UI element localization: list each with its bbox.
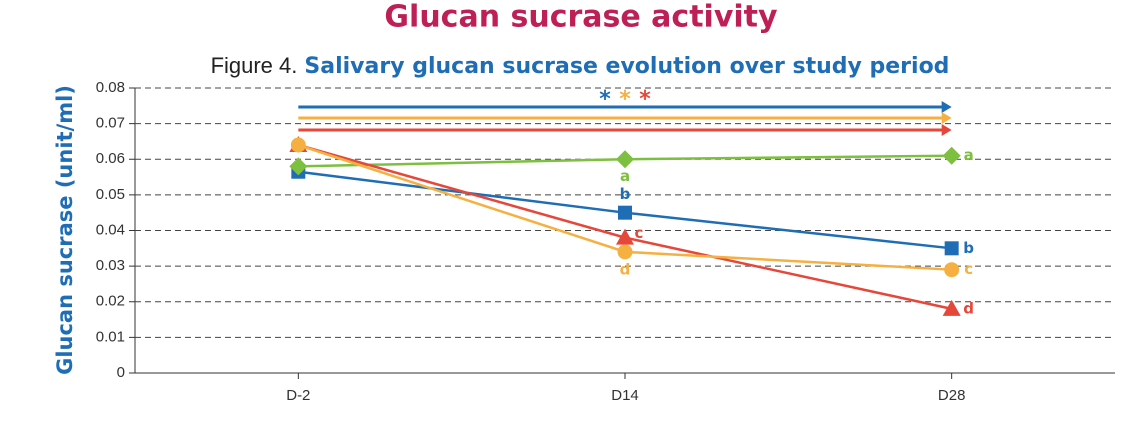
point-label: d xyxy=(620,260,631,278)
y-tick-label: 0.06 xyxy=(96,150,125,167)
y-tick-label: 0.07 xyxy=(96,115,125,132)
chart-title: Glucan sucrase activity xyxy=(384,0,778,35)
arrow-head xyxy=(941,112,952,124)
point-label: c xyxy=(635,224,644,242)
y-tick-label: 0 xyxy=(117,364,125,381)
marker xyxy=(289,157,308,176)
marker xyxy=(942,299,961,316)
x-tick-label: D-2 xyxy=(286,387,310,404)
chart-subtitle: Figure 4. Salivary glucan sucrase evoluti… xyxy=(211,53,950,79)
subtitle-text: Salivary glucan sucrase evolution over s… xyxy=(304,54,949,79)
point-label: b xyxy=(963,239,974,257)
x-tick-label: D28 xyxy=(938,387,966,404)
y-tick-label: 0.04 xyxy=(96,221,125,238)
point-label: c xyxy=(964,260,973,278)
marker xyxy=(616,228,634,245)
subtitle-prefix: Figure 4. xyxy=(211,53,298,78)
y-axis-label: Glucan sucrase (unit/ml) xyxy=(53,85,77,375)
marker xyxy=(944,262,960,278)
significance-star: * xyxy=(599,87,611,112)
arrow-head xyxy=(941,101,952,113)
y-tick-label: 0.02 xyxy=(96,293,125,310)
y-tick-label: 0.01 xyxy=(96,328,125,345)
arrow-head xyxy=(941,124,952,136)
point-label: a xyxy=(964,146,974,164)
marker xyxy=(618,205,632,220)
marker xyxy=(942,146,961,165)
marker xyxy=(617,244,633,260)
significance-star: * xyxy=(639,87,651,112)
significance-star: * xyxy=(619,87,631,112)
y-tick-label: 0.05 xyxy=(96,186,125,203)
y-tick-label: 0.03 xyxy=(96,257,125,274)
point-label: a xyxy=(620,167,630,185)
point-label: d xyxy=(963,299,974,317)
point-label: b xyxy=(620,185,631,203)
marker xyxy=(944,241,959,256)
marker xyxy=(290,137,306,153)
y-tick-label: 0.08 xyxy=(96,79,125,96)
x-tick-label: D14 xyxy=(611,387,639,404)
marker xyxy=(616,150,634,169)
